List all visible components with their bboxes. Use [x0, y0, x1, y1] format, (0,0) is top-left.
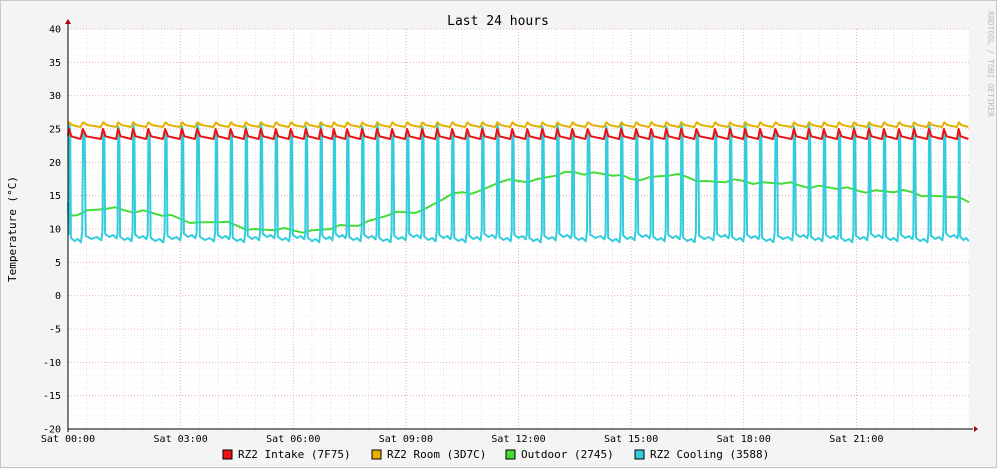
y-tick-label: 15	[49, 191, 61, 202]
y-tick-label: -5	[49, 325, 61, 336]
series-line	[67, 128, 969, 140]
y-tick-label: 10	[49, 225, 61, 236]
watermark: RRDTOOL / TOBI OETIKER	[986, 11, 995, 117]
y-tick-label: 35	[49, 58, 61, 69]
series-layer	[67, 121, 970, 244]
axes	[65, 19, 978, 432]
y-tick-label: 0	[55, 291, 61, 302]
y-tick-labels: -20 -15 -10 -5 0 5 10 15 20 25 30 35 40	[43, 25, 61, 436]
x-tick-label: Sat 15:00	[604, 434, 658, 445]
x-tick-label: Sat 21:00	[829, 434, 883, 445]
legend-label: RZ2 Intake (7F75)	[238, 448, 351, 461]
legend-swatch	[505, 449, 516, 460]
y-axis-arrow-icon	[65, 19, 71, 24]
x-tick-label: Sat 03:00	[154, 434, 208, 445]
x-tick-label: Sat 18:00	[717, 434, 771, 445]
legend-swatch	[222, 449, 233, 460]
x-tick-label: Sat 12:00	[491, 434, 545, 445]
legend: RZ2 Intake (7F75) RZ2 Room (3D7C) Outdoor …	[222, 448, 769, 461]
series-line	[67, 121, 970, 244]
x-tick-labels: Sat 00:00 Sat 03:00 Sat 06:00 Sat 09:00 Sat …	[41, 434, 884, 445]
y-tick-label: -10	[43, 358, 61, 369]
legend-label: RZ2 Room (3D7C)	[387, 448, 486, 461]
y-tick-label: -20	[43, 425, 61, 436]
x-tick-label: Sat 09:00	[379, 434, 433, 445]
y-tick-label: 25	[49, 125, 61, 136]
y-tick-label: 20	[49, 158, 61, 169]
x-tick-label: Sat 00:00	[41, 434, 95, 445]
series-line	[67, 121, 969, 128]
legend-label: RZ2 Cooling (3588)	[650, 448, 769, 461]
y-tick-label: 40	[49, 25, 61, 36]
y-tick-label: 5	[55, 258, 61, 269]
x-axis-arrow-icon	[974, 426, 978, 432]
y-tick-label: -15	[43, 391, 61, 402]
legend-swatch	[371, 449, 382, 460]
grid	[67, 28, 969, 430]
x-tick-label: Sat 06:00	[266, 434, 320, 445]
legend-swatch	[634, 449, 645, 460]
legend-label: Outdoor (2745)	[521, 448, 614, 461]
y-axis-label: Temperature (°C)	[6, 176, 19, 282]
chart-title: Last 24 hours	[447, 14, 549, 29]
y-tick-label: 30	[49, 91, 61, 102]
